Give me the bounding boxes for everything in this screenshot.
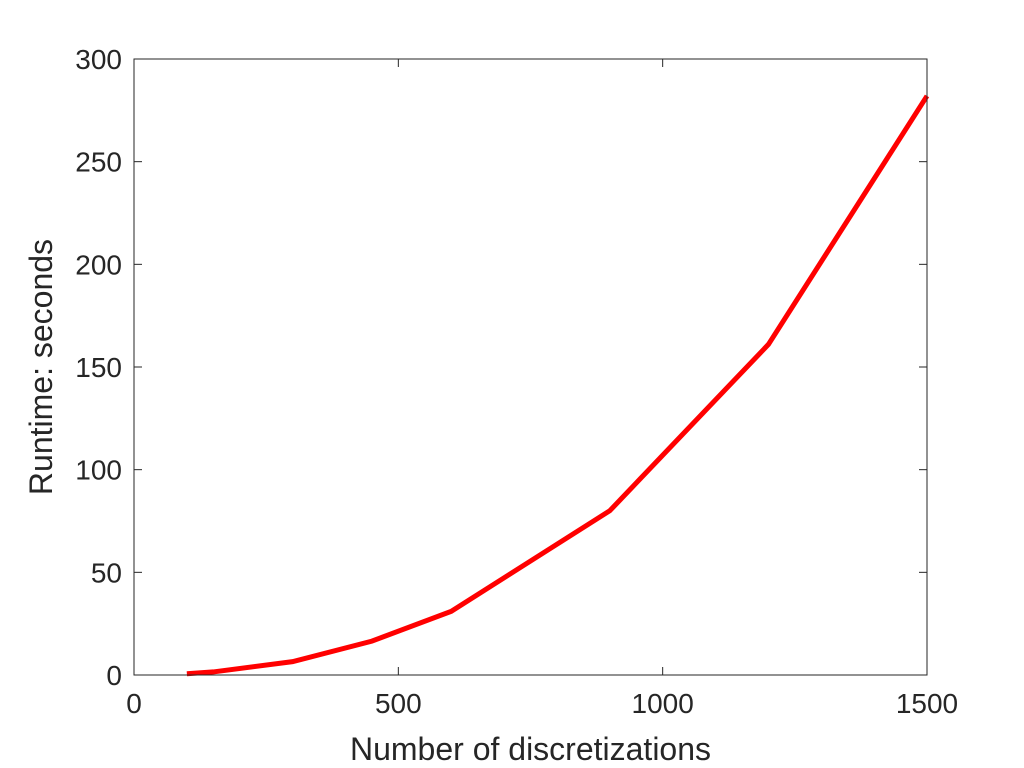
x-tick-label: 0	[126, 688, 142, 719]
x-tick-label: 1500	[896, 688, 958, 719]
y-axis-label: Runtime: seconds	[23, 239, 59, 495]
labels-layer: Number of discretizations Runtime: secon…	[23, 239, 711, 767]
x-tick-label: 1000	[632, 688, 694, 719]
x-axis-label: Number of discretizations	[350, 731, 711, 767]
plot-frame	[133, 58, 928, 676]
y-tick-label: 100	[75, 455, 122, 486]
x-tick-label: 500	[375, 688, 422, 719]
y-tick-label: 50	[91, 557, 122, 588]
y-tick-label: 250	[75, 147, 122, 178]
series-line	[186, 94, 930, 677]
y-tick-label: 300	[75, 44, 122, 75]
series-layer	[186, 94, 930, 677]
ticks-layer: 0 500 1000 1500 0 50 100 150 200 250 300	[75, 44, 958, 719]
y-tick-label: 150	[75, 352, 122, 383]
y-tick-label: 0	[106, 660, 122, 691]
y-tick-label: 200	[75, 249, 122, 280]
